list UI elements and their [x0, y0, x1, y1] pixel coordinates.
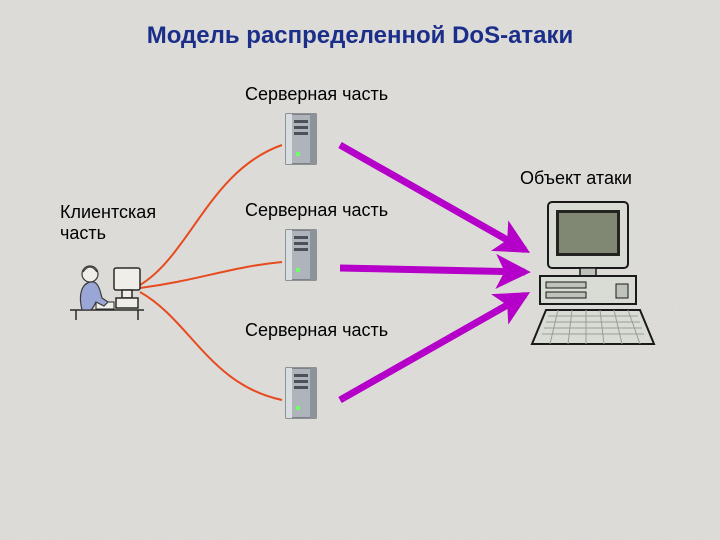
arrow-server3-target [340, 295, 525, 400]
arrow-server2-target [340, 268, 525, 272]
label-server3: Серверная часть [245, 320, 388, 341]
desktop-pc-icon [528, 198, 658, 348]
user-at-pc-icon [68, 252, 146, 322]
label-server1: Серверная часть [245, 84, 388, 105]
diagram-canvas: Модель распределенной DoS-атаки Клиентск… [0, 0, 720, 540]
label-client: Клиентская часть [60, 202, 156, 244]
attack-arrows [340, 145, 525, 400]
link-client-server2 [140, 262, 282, 288]
label-server2: Серверная часть [245, 200, 388, 221]
server-icon-2 [282, 226, 322, 284]
arrow-server1-target [340, 145, 525, 250]
label-target: Объект атаки [520, 168, 632, 189]
client-links [140, 145, 282, 400]
server-icon-3 [282, 364, 322, 422]
server-icon-1 [282, 110, 322, 168]
link-client-server3 [140, 292, 282, 400]
